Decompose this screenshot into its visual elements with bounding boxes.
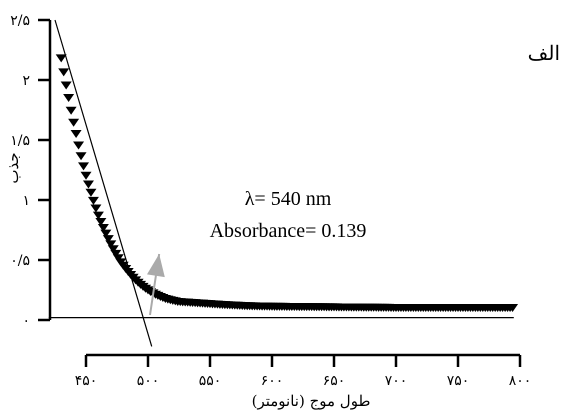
data-point bbox=[75, 152, 87, 161]
x-tick-label: ۷۵۰ bbox=[447, 373, 470, 389]
data-point bbox=[102, 235, 114, 244]
data-point bbox=[63, 94, 75, 102]
data-point bbox=[105, 240, 117, 249]
x-tick-label: ۴۵۰ bbox=[75, 373, 98, 389]
x-tick-label: ۶۵۰ bbox=[323, 373, 346, 389]
data-point bbox=[60, 81, 72, 90]
data-point bbox=[73, 141, 85, 150]
data-point bbox=[68, 118, 80, 127]
data-point bbox=[90, 204, 102, 213]
annotation-absorbance: Absorbance= 0.139 bbox=[210, 220, 367, 242]
data-point bbox=[95, 217, 107, 226]
data-point bbox=[100, 229, 112, 238]
guide-lines bbox=[48, 19, 514, 347]
data-point bbox=[55, 54, 67, 63]
axes: ۰ ۰/۵ ۱ ۱/۵ ۲ ۲/۵ ۴۵۰ ۵۰۰ ۵۵۰ ۶۰۰ ۶۵۰ ۷۰۰ ۷۵۰ ۸۰۰ bbox=[10, 13, 531, 389]
data-points bbox=[55, 54, 519, 312]
y-tick-label: ۰ bbox=[22, 313, 30, 329]
y-axis-title: جذب bbox=[4, 152, 22, 183]
data-point bbox=[97, 223, 109, 232]
data-point bbox=[112, 254, 124, 263]
y-tick-label: ۲/۵ bbox=[10, 13, 30, 29]
x-tick-label: ۷۰۰ bbox=[385, 373, 408, 389]
data-point bbox=[78, 162, 90, 171]
data-point bbox=[82, 180, 94, 189]
data-point bbox=[80, 171, 92, 180]
data-point bbox=[507, 304, 519, 312]
y-tick-label: ۰/۵ bbox=[10, 253, 30, 269]
y-tick-label: ۱ bbox=[22, 193, 30, 209]
annotation-wavelength: λ= 540 nm bbox=[245, 188, 332, 210]
tangent-line bbox=[54, 19, 153, 347]
data-point bbox=[107, 245, 119, 254]
x-tick-label: ۵۰۰ bbox=[137, 373, 160, 389]
x-axis-title: طول موج (نانومتر) bbox=[252, 392, 371, 410]
x-tick-label: ۵۵۰ bbox=[199, 373, 222, 389]
annotation-arrow-head bbox=[146, 254, 165, 278]
y-tick-label: ۱/۵ bbox=[10, 133, 30, 149]
x-tick-label: ۸۰۰ bbox=[509, 373, 532, 389]
x-tick-label: ۶۰۰ bbox=[261, 373, 284, 389]
annotation bbox=[146, 253, 165, 316]
y-tick-label: ۲ bbox=[22, 73, 30, 89]
data-point bbox=[65, 106, 77, 115]
data-point bbox=[85, 188, 97, 197]
data-point bbox=[92, 211, 104, 220]
data-point bbox=[110, 249, 122, 258]
data-point bbox=[58, 68, 70, 77]
data-point bbox=[87, 196, 99, 205]
data-point bbox=[70, 130, 82, 138]
panel-label: الف bbox=[528, 41, 560, 65]
